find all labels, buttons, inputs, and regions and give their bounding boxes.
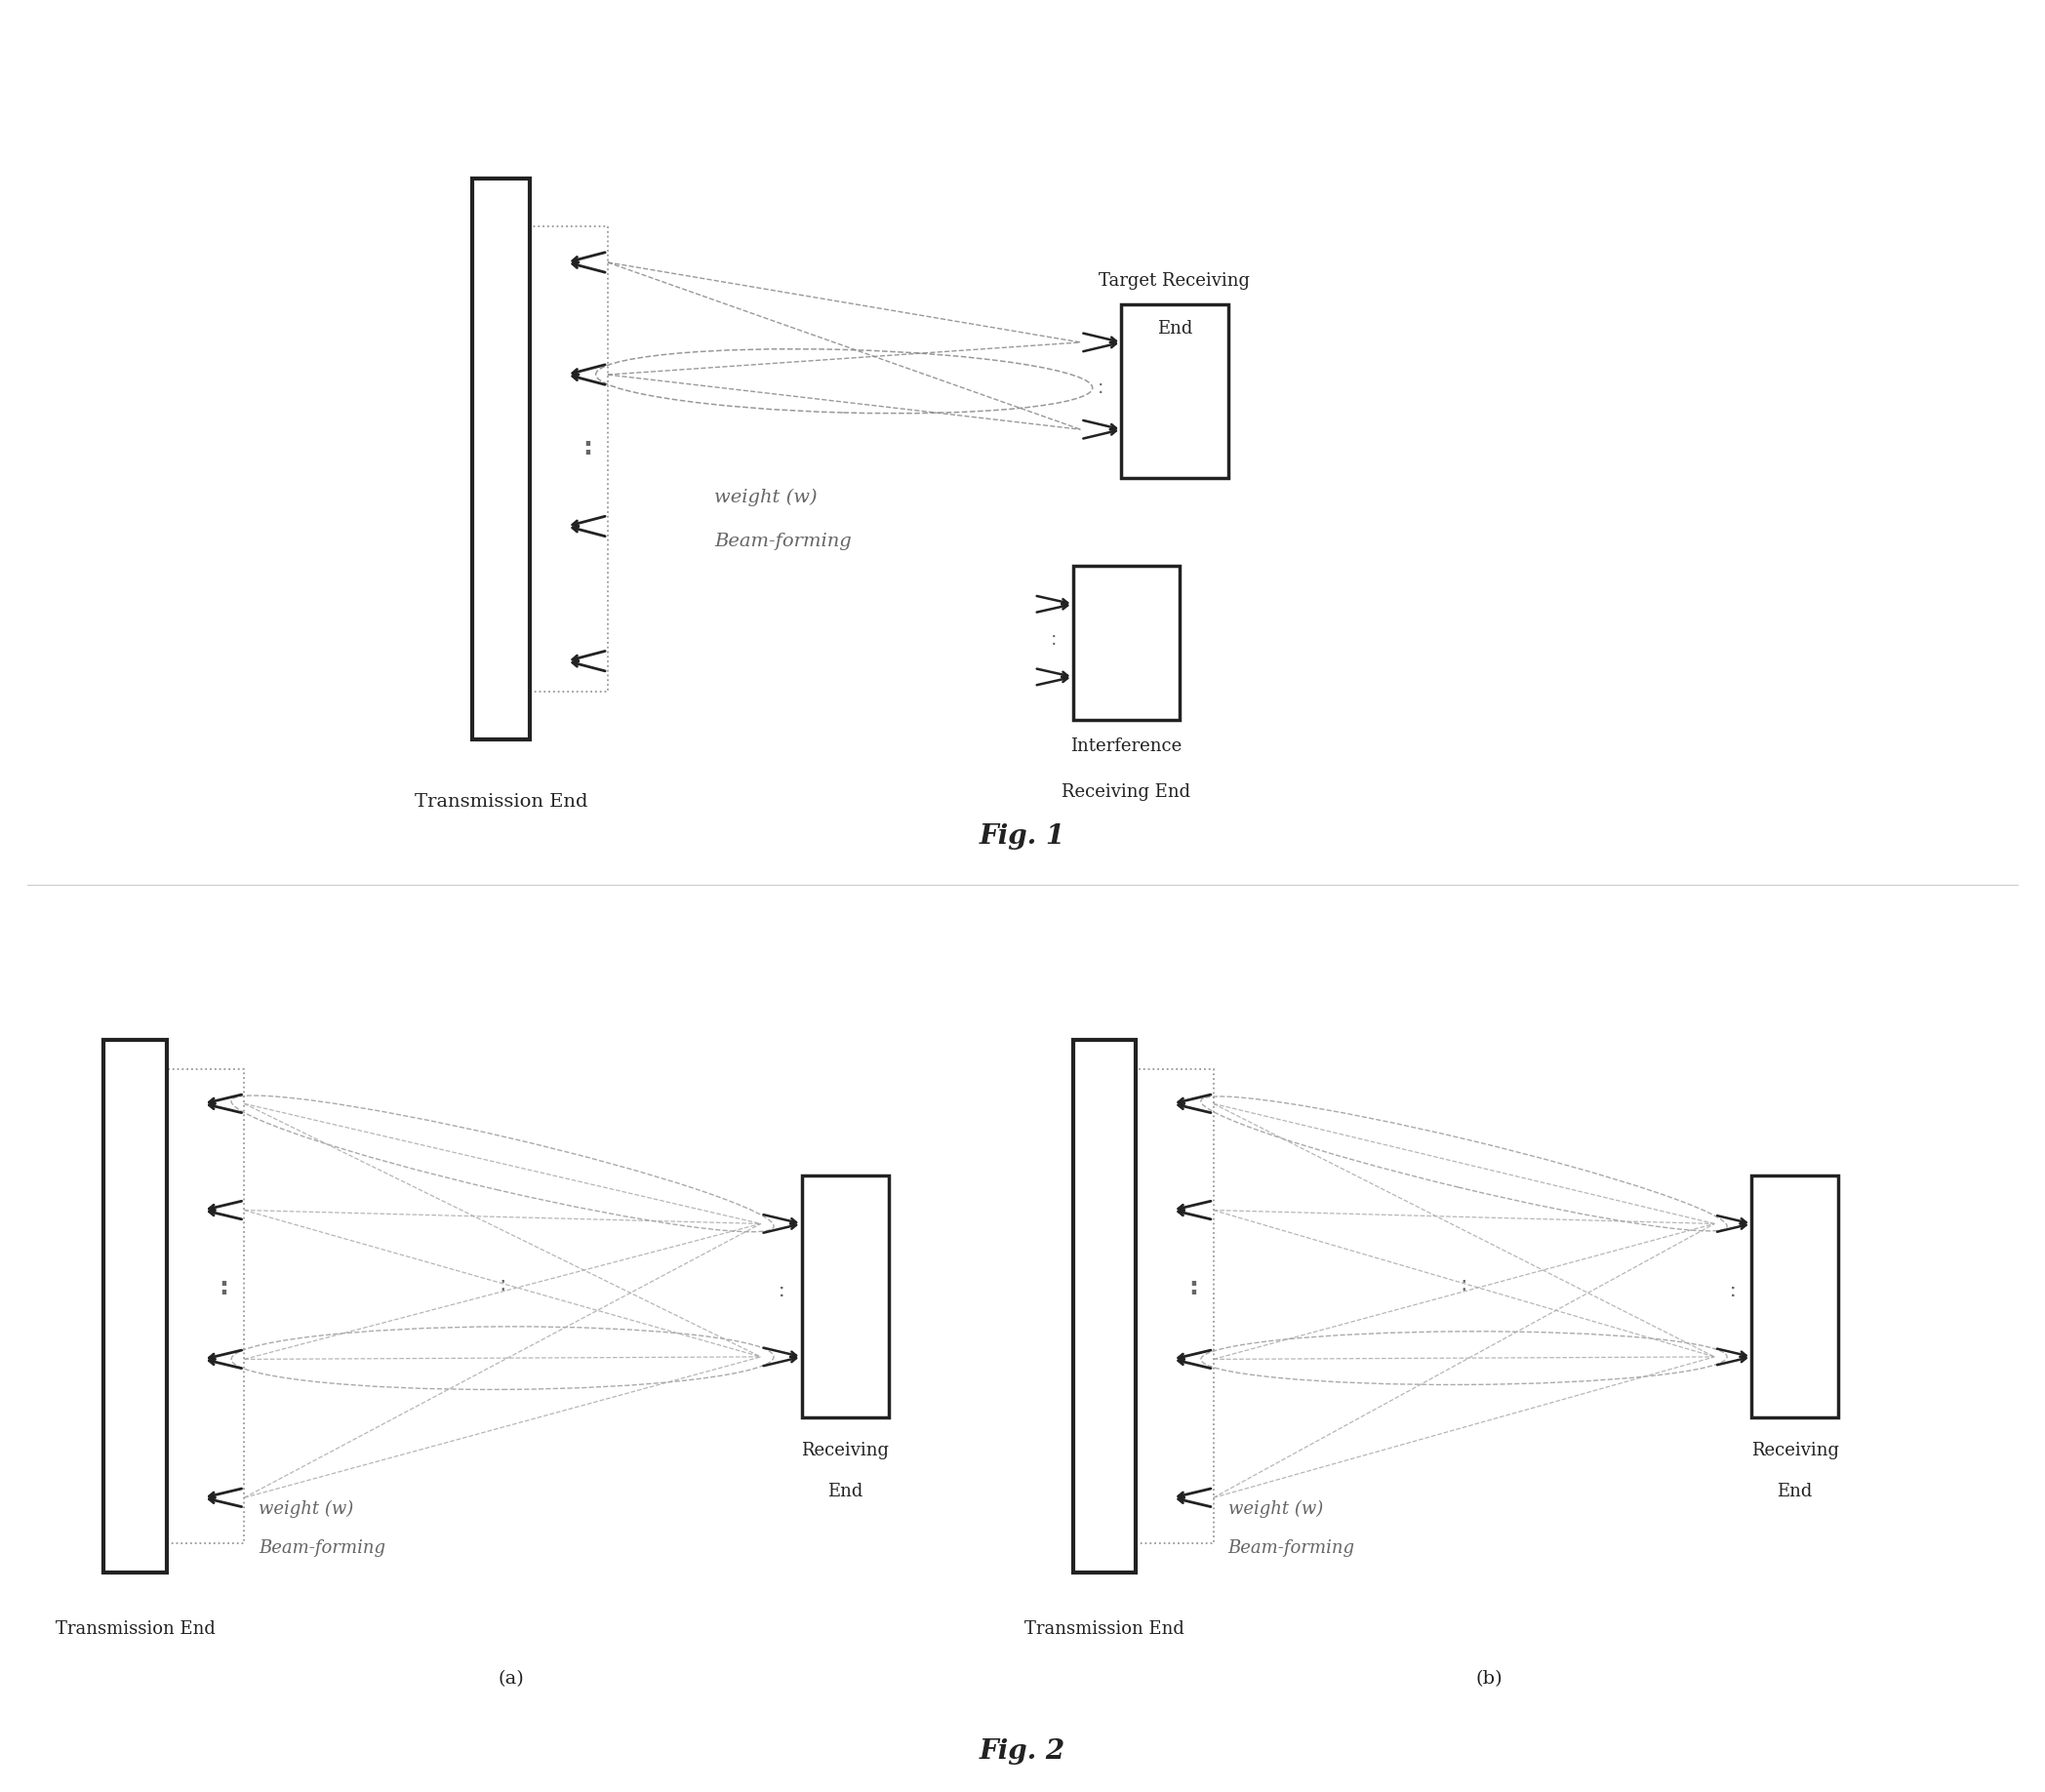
Text: End: End [1777,1484,1812,1500]
Text: End: End [828,1484,863,1500]
Text: :: : [1051,631,1057,649]
Text: End: End [1157,321,1192,339]
Bar [472,177,530,740]
Text: :: : [1460,1274,1468,1294]
Text: weight (w): weight (w) [260,1500,354,1518]
Text: Transmission End: Transmission End [415,792,587,810]
Text: Interference: Interference [1070,738,1182,754]
Text: Transmission End: Transmission End [55,1620,215,1638]
Bar [802,1176,890,1417]
Text: :: : [777,1283,785,1301]
Bar [1074,1039,1135,1572]
Text: :: : [499,1274,507,1294]
Text: Beam-forming: Beam-forming [1227,1539,1354,1557]
Text: (a): (a) [497,1670,524,1688]
Bar [1121,305,1227,478]
Text: Transmission End: Transmission End [1025,1620,1184,1638]
Text: :: : [583,435,593,459]
Text: :: : [219,1276,229,1299]
Bar [1074,566,1180,720]
Text: Target Receiving: Target Receiving [1098,272,1249,290]
Bar [104,1039,168,1572]
Text: :: : [1730,1283,1736,1301]
Text: Receiving End: Receiving End [1061,783,1190,801]
Text: Receiving: Receiving [802,1441,890,1459]
Bar [1751,1176,1838,1417]
Text: :: : [1098,378,1104,396]
Bar [530,226,607,692]
Text: Beam-forming: Beam-forming [714,532,851,550]
Text: Fig. 1: Fig. 1 [980,823,1065,849]
Text: Beam-forming: Beam-forming [260,1539,387,1557]
Text: weight (w): weight (w) [1227,1500,1323,1518]
Bar [168,1068,243,1543]
Bar [1135,1068,1213,1543]
Text: :: : [1730,1283,1736,1301]
Text: (b): (b) [1476,1670,1503,1688]
Text: :: : [1188,1276,1198,1299]
Text: weight (w): weight (w) [714,489,818,507]
Text: Fig. 2: Fig. 2 [980,1738,1065,1765]
Text: Receiving: Receiving [1751,1441,1838,1459]
Text: :: : [777,1283,785,1301]
